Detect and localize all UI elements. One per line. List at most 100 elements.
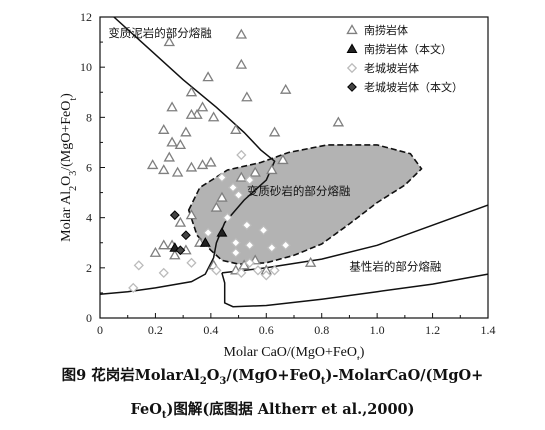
y-tick-label: 2: [86, 261, 92, 275]
caption-text: /(MgO+FeO: [226, 367, 321, 384]
data-point: [186, 257, 197, 268]
metagreywacke-field-label: 变质砂岩的部分熔融: [247, 184, 351, 198]
data-point: [174, 216, 187, 227]
legend-item-1: 南捞岩体: [346, 23, 408, 37]
data-point: [304, 256, 317, 267]
data-point: [149, 246, 162, 257]
data-point: [196, 101, 209, 112]
legend-item-4: 老城坡岩体（本文）: [347, 80, 463, 94]
data-point: [261, 270, 272, 281]
data-point: [205, 156, 217, 167]
x-tick-label: 0.6: [259, 323, 274, 337]
x-tick-label: 0.8: [314, 323, 329, 337]
legend-marker: [346, 43, 358, 53]
legend-item-2: 南捞岩体（本文）: [346, 42, 452, 56]
legend-marker: [347, 82, 357, 92]
caption-subscript: t: [320, 375, 326, 387]
data-point: [280, 240, 291, 251]
axes-layer: 0 0.2 0.4 0.6 0.8 1.0 1.2 1.4 0 2 4 6 8 10 12: [80, 10, 496, 337]
y-tick-label: 4: [86, 211, 92, 225]
basaltic-field-lower-boundary: [221, 272, 489, 308]
data-point: [279, 83, 292, 94]
axis-title-part: Molar CaO/(MgO+FeO: [224, 345, 358, 360]
data-point: [266, 164, 278, 175]
data-point: [230, 123, 242, 134]
metapelite-field-boundary: [99, 16, 276, 295]
figure-caption: 图9 花岗岩MolarAl2O3/(MgO+FeOt)-MolarCaO/(Mg…: [0, 362, 545, 430]
axis-title-part: 3: [68, 171, 79, 176]
data-point: [169, 249, 181, 260]
data-point: [216, 172, 228, 183]
series-3: [128, 149, 291, 294]
legend-label: 老城坡岩体（本文）: [364, 80, 463, 94]
data-point: [146, 159, 159, 170]
axis-title-part: /(MgO+FeO: [59, 101, 74, 171]
data-point: [180, 126, 192, 137]
basaltic-field-label: 基性岩的部分熔融: [349, 259, 441, 273]
x-tick-label: 0: [97, 323, 103, 337]
points-layer: [128, 28, 345, 294]
caption-text: )图解(底图据 Altherr et al.,2000): [166, 400, 415, 418]
y-tick-label: 0: [86, 311, 92, 325]
data-point: [233, 189, 244, 201]
data-point: [181, 230, 191, 241]
caption-text: O: [206, 367, 220, 384]
data-point: [244, 174, 255, 186]
caption-subscript: 3: [219, 375, 227, 387]
x-tick-label: 1.0: [370, 323, 385, 337]
series-1: [146, 28, 345, 275]
metagreywacke-field: [187, 144, 423, 265]
data-point: [268, 126, 281, 137]
metapelite-field-label: 变质泥岩的部分熔融: [108, 26, 212, 40]
data-point: [216, 227, 228, 237]
field-layer: [99, 16, 489, 308]
data-point: [230, 247, 241, 258]
y-tick-label: 12: [80, 10, 92, 24]
data-point: [202, 227, 214, 238]
axis-title-part: t: [357, 354, 360, 361]
data-point: [207, 111, 220, 122]
y-tick-label: 8: [86, 110, 92, 124]
data-point: [332, 116, 345, 127]
y-tick-label: 6: [86, 161, 92, 175]
data-point: [158, 164, 170, 175]
x-tick-label: 0.4: [203, 323, 218, 337]
data-point: [210, 201, 223, 212]
axis-title-part: t: [68, 98, 79, 101]
data-point: [158, 239, 170, 250]
data-point: [244, 240, 255, 251]
y-axis-title: Molar Al2O3/(MgO+FeOt): [59, 93, 79, 242]
legend-label: 南捞岩体: [364, 23, 408, 37]
data-point: [163, 36, 176, 47]
data-point: [163, 151, 176, 162]
data-point: [166, 101, 178, 112]
data-point: [222, 212, 233, 223]
data-point: [277, 154, 289, 165]
axis-title-part: ): [59, 93, 74, 98]
caption-subscript: 2: [199, 375, 207, 387]
data-point: [185, 86, 198, 97]
data-point: [236, 267, 247, 278]
legend-label: 老城坡岩体: [364, 61, 419, 75]
legend-item-3: 老城坡岩体: [346, 61, 419, 75]
data-point: [128, 282, 139, 294]
data-point: [169, 210, 180, 221]
data-point: [236, 149, 247, 161]
data-point: [158, 267, 169, 278]
data-point: [244, 257, 255, 268]
legend-label: 南捞岩体（本文）: [364, 42, 452, 56]
axis-title-part: O: [59, 176, 74, 186]
data-point: [266, 242, 277, 253]
legend-marker: [346, 24, 358, 35]
axis-title-part: Molar Al: [59, 191, 74, 242]
legend-marker: [346, 62, 358, 74]
data-point: [196, 159, 209, 170]
caption-text: 图9 花岗岩MolarAl: [61, 367, 200, 384]
axis-title-part: ): [360, 345, 365, 360]
data-point: [235, 58, 248, 69]
data-point: [185, 108, 198, 119]
data-point: [174, 139, 187, 150]
data-point: [227, 182, 239, 193]
caption-subscript: t: [161, 409, 167, 421]
